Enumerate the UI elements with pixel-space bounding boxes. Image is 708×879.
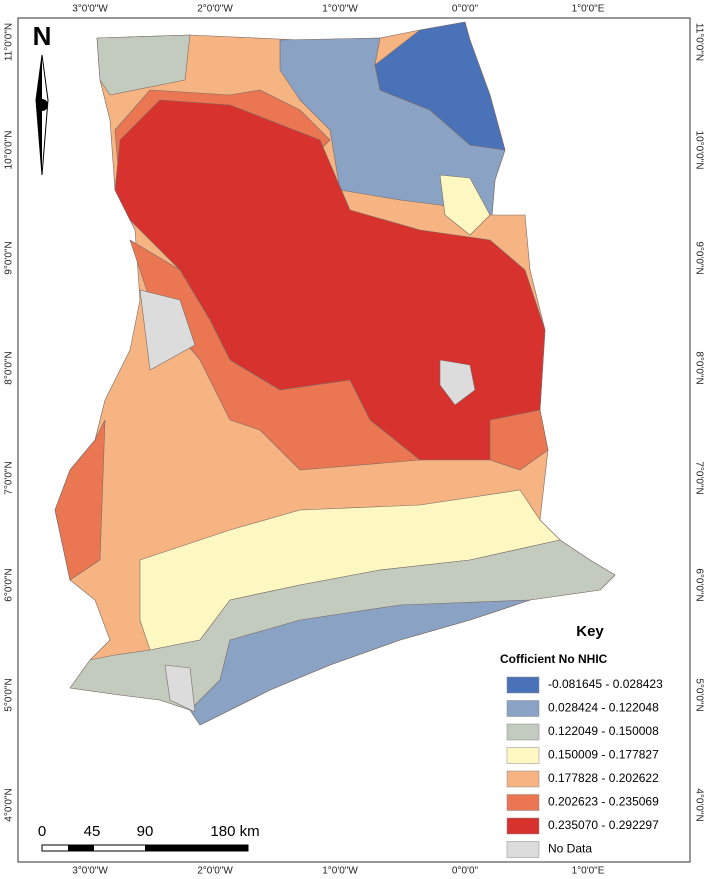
latitude-label: 5°0'0"N: [693, 678, 704, 711]
longitude-label: 2°0'0"W: [197, 4, 233, 15]
legend-label: No Data: [548, 842, 592, 856]
region: [439, 359, 476, 406]
legend-swatch: [506, 723, 540, 741]
longitude-label: 2°0'0"W: [197, 866, 233, 877]
latitude-label: 10°0'0"N: [4, 131, 15, 170]
longitude-label: 1°0'0"E: [572, 866, 605, 877]
latitude-label: 7°0'0"N: [693, 461, 704, 494]
longitude-label: 0°0'0": [452, 4, 479, 15]
region: [139, 289, 196, 371]
legend-swatch: [506, 676, 540, 694]
latitude-label: 9°0'0"N: [693, 241, 704, 274]
regions: [54, 21, 616, 726]
legend-label: 0.028424 - 0.122048: [548, 701, 659, 715]
scale-bar: 0 45 90 180 km: [38, 823, 260, 852]
north-label: N: [33, 21, 52, 51]
region: [439, 174, 491, 236]
scale-bar-rect: [145, 845, 248, 851]
legend-title: Key: [576, 623, 604, 640]
longitude-label: 1°0'0"W: [322, 866, 358, 877]
north-arrow: N: [33, 21, 52, 176]
legend-swatch: [506, 794, 540, 811]
latitude-label: 6°0'0"N: [693, 568, 704, 601]
latitude-label: 7°0'0"N: [4, 461, 15, 494]
latitude-label: 6°0'0"N: [4, 568, 15, 601]
legend-swatch: [506, 817, 540, 835]
latitude-label: 4°0'0"N: [693, 788, 704, 821]
legend-label: 0.235070 - 0.292297: [548, 818, 659, 832]
arrow-shape: [36, 55, 42, 175]
longitude-label: 1°0'0"E: [572, 4, 605, 15]
region: [189, 599, 531, 726]
scale-label: 180 km: [210, 823, 259, 840]
region: [164, 664, 196, 713]
region: [489, 409, 549, 471]
latitude-label: 4°0'0"N: [4, 788, 15, 821]
legend-label: 0.150009 - 0.177827: [548, 748, 659, 762]
longitude-label: 3°0'0"W: [72, 866, 108, 877]
longitude-label: 1°0'0"W: [322, 4, 358, 15]
latitude-label: 8°0'0"N: [693, 351, 704, 384]
legend-label: 0.122049 - 0.150008: [548, 724, 659, 738]
legend-swatch: [506, 770, 540, 788]
arrow-hub: [36, 99, 48, 111]
latitude-label: 5°0'0"N: [4, 678, 15, 711]
legend-swatch: [506, 747, 540, 764]
region: [54, 419, 106, 581]
latitude-label: 8°0'0"N: [4, 351, 15, 384]
legend-label: -0.081645 - 0.028423: [548, 677, 663, 691]
scale-label: 45: [84, 823, 101, 840]
region: [374, 21, 506, 151]
legend: Key Cofficient No NHIC -0.081645 - 0.028…: [495, 615, 689, 861]
latitude-label: 11°0'0"N: [693, 23, 704, 61]
latitude-label: 10°0'0"N: [693, 131, 704, 170]
region: [129, 239, 421, 471]
scale-label: 0: [38, 823, 46, 840]
legend-label: 0.202623 - 0.235069: [548, 795, 659, 809]
legend-label: 0.177828 - 0.202622: [548, 771, 659, 785]
latitude-label: 9°0'0"N: [4, 241, 15, 274]
latitude-label: 11°0'0"N: [4, 23, 15, 61]
longitude-label: 3°0'0"W: [72, 4, 108, 15]
legend-swatch: [506, 841, 540, 858]
legend-swatch: [506, 700, 540, 717]
longitude-label: 0°0'0": [452, 866, 479, 877]
legend-subtitle: Cofficient No NHIC: [500, 652, 608, 666]
scale-bar-rect: [68, 845, 94, 851]
region: [96, 34, 191, 96]
scale-label: 90: [137, 823, 154, 840]
